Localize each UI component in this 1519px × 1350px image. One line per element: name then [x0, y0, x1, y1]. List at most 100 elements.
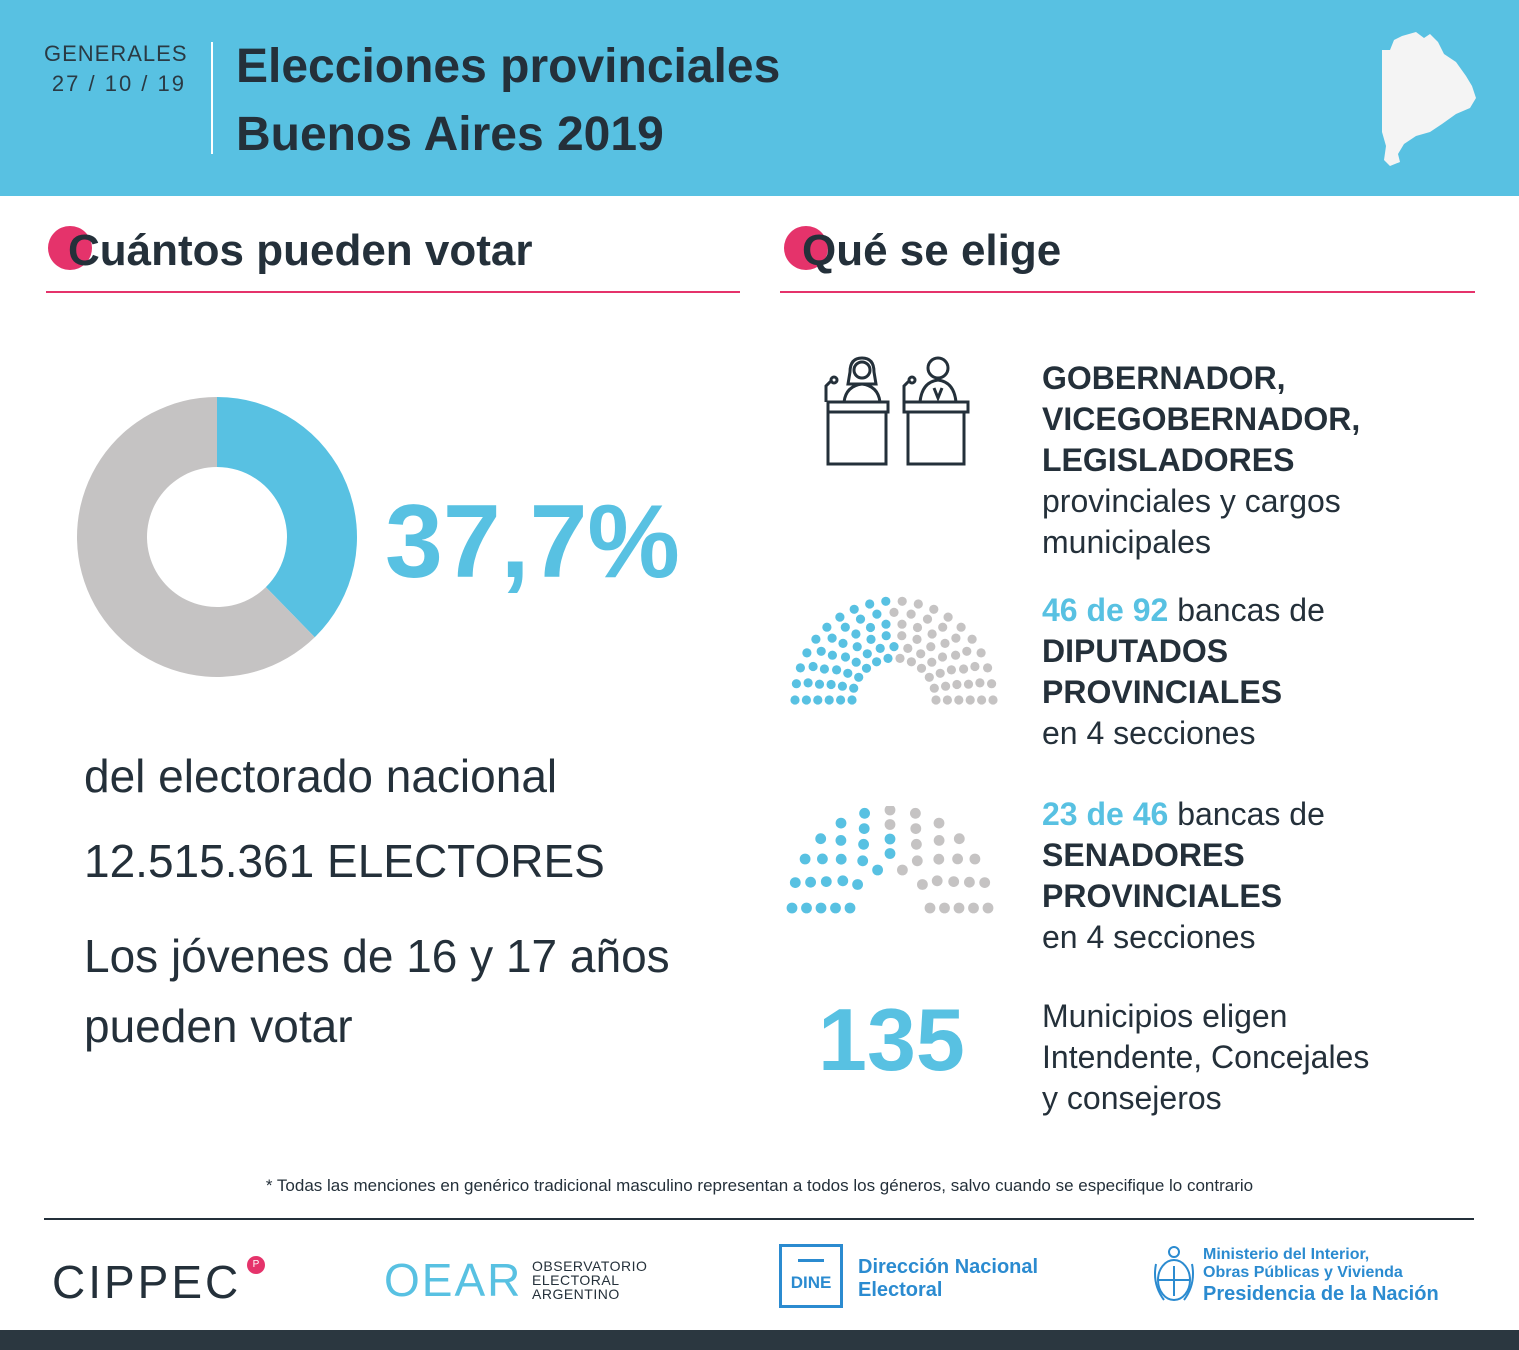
senate-seat	[801, 902, 812, 914]
senate-seat	[858, 838, 869, 850]
deputies-seat	[963, 679, 974, 689]
national-coat-of-arms-icon	[1154, 1246, 1194, 1301]
oear-logo: OEAR	[384, 1254, 523, 1306]
senate-seat	[953, 902, 965, 914]
governor-line4: provinciales y cargos	[1042, 483, 1341, 519]
electors-number: 12.515.361	[84, 835, 315, 887]
deputies-seat	[927, 657, 937, 667]
deputies-seat	[801, 695, 811, 705]
deputies-seat	[913, 599, 923, 609]
deputies-seat	[938, 622, 948, 632]
senate-seat	[859, 807, 870, 819]
deputies-seat	[926, 642, 936, 652]
senate-seat	[884, 833, 896, 845]
deputies-seat	[962, 646, 972, 656]
deputies-seat	[881, 596, 891, 606]
senate-seat	[939, 902, 950, 914]
deputies-seat	[802, 648, 812, 658]
presidencia-label: Presidencia de la Nación	[1203, 1283, 1439, 1305]
deputies-seat	[897, 619, 907, 629]
deputies-seat	[849, 604, 859, 614]
deputies-seat	[952, 679, 962, 690]
deputies-suffix: bancas de	[1168, 592, 1325, 628]
youth-text-line2: pueden votar	[84, 1000, 353, 1052]
electors-word: ELECTORES	[327, 835, 605, 887]
oear-sub-line2: ELECTORAL	[532, 1272, 620, 1288]
deputies-seat	[865, 622, 876, 633]
percent-label: 37,7%	[385, 484, 680, 600]
deputies-seat	[956, 622, 966, 632]
gender-footnote: * Todas las menciones en genérico tradic…	[265, 1176, 1254, 1195]
deputies-seat	[895, 653, 905, 663]
senators-block: 23 de 46 bancas de SENADORES PROVINCIALE…	[1042, 794, 1325, 958]
section-bullet-right	[784, 226, 828, 270]
senate-seat	[786, 902, 798, 914]
of-national-text: del electorado nacional	[84, 750, 558, 802]
deputies-seat	[951, 633, 961, 643]
deputies-seat	[854, 672, 864, 682]
senate-seat	[815, 902, 827, 914]
deputies-seat	[916, 663, 927, 673]
section-rule-right	[780, 291, 1475, 293]
footer-divider	[44, 1218, 1474, 1220]
deputies-seat	[811, 634, 821, 644]
senate-seat	[872, 864, 883, 876]
deputies-seat	[838, 638, 848, 648]
dine-logo-icon: DINE	[779, 1244, 843, 1308]
deputies-line4: en 4 secciones	[1042, 715, 1256, 751]
deputies-seat	[916, 649, 926, 659]
deputies-line1: 46 de 92 bancas de	[1042, 590, 1325, 631]
senate-seat	[933, 817, 945, 829]
deputies-seat	[824, 695, 834, 705]
deputies-seat	[866, 634, 876, 644]
deputies-seat	[808, 661, 818, 672]
deputies-seat	[872, 609, 882, 619]
senate-seat	[952, 853, 963, 865]
senate-seat	[884, 848, 896, 859]
municipalities-line1: Municipios eligen	[1042, 998, 1288, 1034]
senate-seat	[948, 876, 960, 887]
deputies-seat	[862, 649, 872, 659]
senate-chamber-icon	[786, 806, 994, 914]
senate-seat	[982, 902, 994, 914]
senate-seat	[815, 833, 827, 845]
deputies-seat	[922, 614, 933, 624]
governor-line2: VICEGOBERNADOR,	[1042, 401, 1361, 437]
governor-line5: municipales	[1042, 524, 1211, 560]
senate-seat	[837, 875, 849, 887]
deputies-seat	[897, 631, 907, 641]
deputies-seat	[906, 609, 916, 619]
deputies-seat	[813, 695, 823, 705]
deputies-seat	[940, 638, 950, 648]
header-banner: GENERALES 27 / 10 / 19 Elecciones provin…	[0, 0, 1519, 196]
deputies-seat	[837, 681, 847, 691]
deputies-chamber-icon	[790, 596, 998, 705]
deputies-seat	[881, 631, 891, 641]
governor-line3: LEGISLADORES	[1042, 442, 1295, 478]
senate-seat	[924, 902, 936, 914]
electors-line: 12.515.361 ELECTORES	[84, 833, 605, 889]
deputies-seat	[790, 695, 800, 705]
deputies-seat	[827, 633, 837, 643]
senate-seat	[910, 823, 922, 834]
deputies-seat	[861, 663, 872, 673]
senators-line1: 23 de 46 bancas de	[1042, 794, 1325, 835]
deputies-seat	[822, 622, 832, 632]
deputies-seat	[791, 679, 801, 689]
election-type: GENERALES	[44, 41, 188, 66]
senate-seat	[979, 877, 991, 888]
deputies-line2: DIPUTADOS	[1042, 633, 1229, 669]
senate-seat	[917, 879, 928, 890]
oear-sub-line1: OBSERVATORIO	[532, 1258, 648, 1274]
deputies-seat	[912, 622, 923, 633]
election-date: 27 / 10 / 19	[51, 71, 186, 96]
deputies-seat	[872, 657, 882, 667]
deputies-seat	[849, 683, 859, 693]
deputies-seat	[931, 695, 941, 705]
deputies-seat	[851, 657, 861, 667]
senate-seat	[799, 853, 811, 865]
municipalities-block: Municipios eligen Intendente, Concejales…	[1042, 996, 1369, 1119]
senate-seat	[897, 864, 908, 876]
deputies-seat	[967, 634, 977, 644]
header-divider	[211, 42, 213, 154]
